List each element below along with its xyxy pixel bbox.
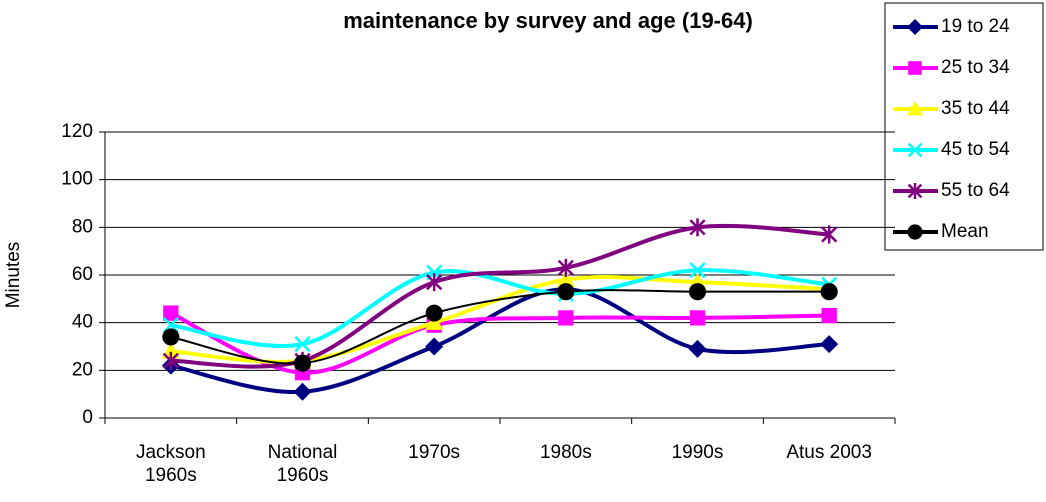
marker-shape	[557, 283, 575, 301]
marker-shape	[162, 316, 179, 334]
legend-label: 35 to 44	[941, 98, 1010, 119]
legend-box	[884, 2, 1044, 251]
marker	[425, 337, 444, 356]
marker-shape	[161, 342, 180, 359]
y-tick-label: 100	[61, 169, 93, 190]
x-tick-label: National 1960s	[267, 442, 338, 486]
marker-shape	[820, 283, 838, 301]
x-tick-label: 1980s	[539, 442, 592, 463]
marker-shape	[425, 337, 444, 356]
legend-label: 55 to 64	[941, 180, 1010, 201]
marker-shape	[293, 354, 312, 372]
marker-shape	[820, 335, 839, 354]
marker-shape	[163, 305, 179, 321]
marker	[162, 351, 179, 370]
marker-shape	[907, 19, 923, 35]
marker	[294, 336, 311, 353]
marker	[557, 258, 574, 277]
marker-shape	[907, 224, 923, 240]
marker	[689, 310, 706, 326]
marker	[161, 342, 180, 359]
marker	[688, 339, 707, 358]
x-tick-label: Jackson 1960s	[135, 442, 206, 486]
marker	[907, 142, 923, 158]
marker-shape	[558, 310, 574, 326]
series-line	[170, 289, 830, 365]
x-tick-label: Atus 2003	[786, 442, 872, 463]
marker-shape	[293, 382, 312, 401]
y-tick-label: 40	[72, 312, 93, 333]
y-tick-label: 80	[72, 216, 93, 237]
marker-shape	[689, 310, 706, 326]
marker	[557, 283, 575, 301]
y-tick-label: 0	[82, 407, 93, 428]
marker-shape	[908, 61, 922, 75]
x-tick-label: 1990s	[671, 442, 724, 463]
y-tick-label: 20	[72, 359, 93, 380]
marker-shape	[907, 142, 923, 158]
marker-shape	[162, 328, 180, 346]
marker	[907, 101, 923, 116]
marker-shape	[907, 101, 923, 116]
series-line	[170, 268, 830, 348]
marker	[821, 307, 837, 324]
marker	[425, 313, 444, 330]
marker	[820, 335, 839, 354]
marker	[425, 304, 443, 322]
marker	[163, 305, 179, 321]
marker-shape	[294, 336, 311, 353]
marker-shape	[688, 283, 707, 301]
legend-label: 45 to 54	[941, 139, 1010, 160]
marker	[907, 183, 923, 199]
marker-shape	[425, 313, 444, 330]
marker	[908, 61, 922, 75]
marker	[689, 262, 706, 279]
chart-title: maintenance by survey and age (19-64)	[343, 8, 753, 33]
legend-label: 25 to 34	[941, 57, 1010, 78]
marker	[293, 382, 312, 401]
y-tick-label: 60	[72, 264, 93, 285]
marker-shape	[556, 270, 575, 287]
marker	[689, 218, 706, 237]
y-tick-label: 120	[61, 121, 93, 142]
marker	[162, 328, 180, 346]
marker	[293, 354, 312, 372]
legend-label: Mean	[941, 221, 989, 242]
marker	[688, 283, 707, 301]
marker	[556, 270, 575, 287]
marker	[162, 316, 179, 334]
marker	[820, 283, 838, 301]
marker	[426, 273, 443, 292]
marker	[558, 310, 574, 326]
marker-shape	[821, 307, 837, 324]
series-line	[170, 287, 830, 395]
marker-shape	[689, 262, 706, 279]
marker-shape	[425, 304, 443, 322]
marker-shape	[688, 339, 707, 358]
marker	[907, 224, 923, 240]
y-axis-label: Minutes	[3, 242, 24, 309]
marker	[821, 225, 838, 244]
legend-label: 19 to 24	[941, 16, 1010, 37]
x-tick-label: 1970s	[408, 442, 461, 463]
marker	[907, 19, 923, 35]
series-line	[169, 311, 830, 375]
